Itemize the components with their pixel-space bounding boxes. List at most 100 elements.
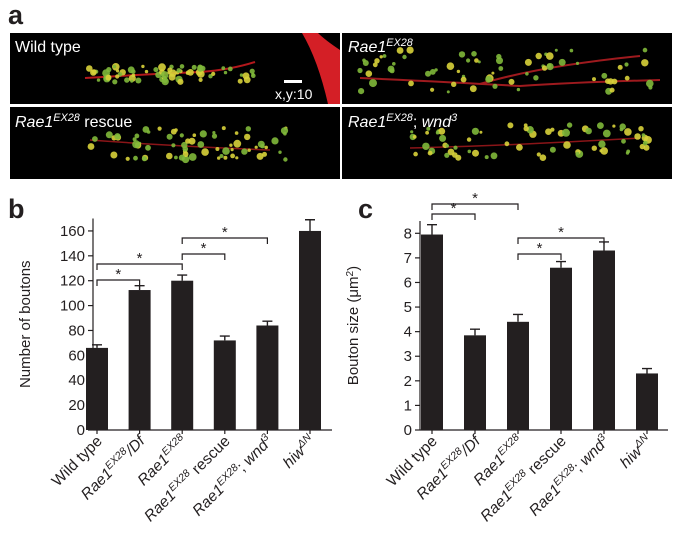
bouton [242, 72, 250, 80]
bouton [145, 144, 151, 151]
bouton [438, 127, 446, 135]
muscle-fiber [302, 33, 340, 104]
text-segment: Bouton size (μm [345, 276, 362, 385]
bouton [358, 88, 365, 95]
bouton [198, 77, 203, 82]
bouton [131, 69, 136, 74]
bouton [96, 78, 101, 82]
y-tick-label: 60 [68, 347, 85, 364]
bouton [607, 78, 614, 85]
bouton [549, 146, 556, 153]
bouton [197, 65, 204, 72]
bouton [642, 47, 648, 53]
bouton [239, 73, 244, 77]
bouton [474, 58, 479, 63]
bouton [212, 131, 216, 135]
bouton [641, 59, 649, 67]
bouton [192, 133, 197, 137]
bouton [496, 57, 503, 65]
text-segment: Rae1 [348, 39, 386, 56]
bouton [508, 78, 515, 85]
bouton [507, 122, 514, 129]
error-bar [177, 274, 188, 281]
bar [171, 280, 194, 430]
y-tick-label: 2 [404, 373, 412, 390]
bouton [247, 148, 251, 152]
bouton [387, 65, 395, 73]
bouton [153, 67, 159, 73]
axon [409, 137, 641, 149]
bouton [591, 145, 597, 151]
panel-letter: a [8, 0, 24, 30]
error-bar [305, 219, 315, 231]
bouton [410, 130, 414, 134]
bouton [221, 66, 226, 71]
bouton [230, 148, 234, 152]
bouton [382, 54, 387, 58]
bouton [455, 154, 462, 161]
micrograph [10, 33, 340, 104]
bouton [372, 62, 378, 68]
text-segment: 3 [451, 112, 457, 124]
bouton [545, 128, 552, 135]
bouton [251, 73, 256, 78]
bouton [609, 87, 615, 93]
bouton [178, 154, 185, 161]
bouton [624, 62, 629, 67]
significance-bracket [431, 213, 476, 220]
bouton [91, 69, 97, 75]
text-segment: EX28 [386, 37, 413, 49]
bouton [223, 155, 228, 160]
bouton [191, 64, 197, 70]
bouton [177, 78, 184, 85]
text-segment: ; [413, 114, 422, 131]
bouton [569, 48, 574, 53]
bouton [598, 140, 606, 148]
y-tick-label: 120 [60, 273, 85, 290]
scale-bar [284, 80, 302, 83]
bouton [174, 155, 178, 160]
bouton [469, 85, 477, 93]
text-segment: Number of boutons [17, 260, 34, 388]
bouton [179, 133, 184, 138]
bouton [392, 62, 396, 66]
bouton [467, 149, 472, 154]
y-tick-label: 8 [404, 225, 412, 242]
micrograph-panel: x,y:10 [10, 33, 672, 179]
bouton [585, 127, 592, 135]
bouton [546, 63, 554, 71]
bouton [617, 64, 623, 70]
bouton [87, 143, 95, 150]
significance-bracket [96, 263, 183, 270]
text-segment: EX28 [495, 431, 522, 458]
text-segment: Rae1 [15, 114, 53, 131]
bouton [271, 137, 279, 145]
bouton [435, 130, 440, 135]
y-tick-label: 80 [68, 322, 85, 339]
bouton [188, 137, 196, 145]
bouton [106, 67, 112, 73]
bouton [456, 69, 461, 74]
bouton [504, 141, 510, 147]
bouton [516, 87, 521, 92]
bouton [490, 152, 498, 160]
bouton [412, 135, 417, 139]
y-tick-label: 6 [404, 274, 412, 291]
bouton [516, 144, 523, 151]
bouton [626, 149, 631, 154]
bouton [379, 55, 383, 59]
y-tick-label: 0 [404, 422, 412, 439]
bouton [396, 47, 404, 54]
bouton [425, 130, 429, 135]
bouton [223, 70, 228, 75]
bouton [535, 52, 542, 60]
bouton [536, 152, 541, 157]
bouton [283, 157, 288, 162]
text-segment: Wild type [15, 39, 81, 56]
bouton [135, 77, 142, 84]
scale-bar-label: x,y:10 [275, 86, 313, 102]
bouton [472, 149, 479, 157]
bouton [425, 70, 431, 77]
bouton [144, 69, 149, 74]
bouton [86, 65, 93, 72]
